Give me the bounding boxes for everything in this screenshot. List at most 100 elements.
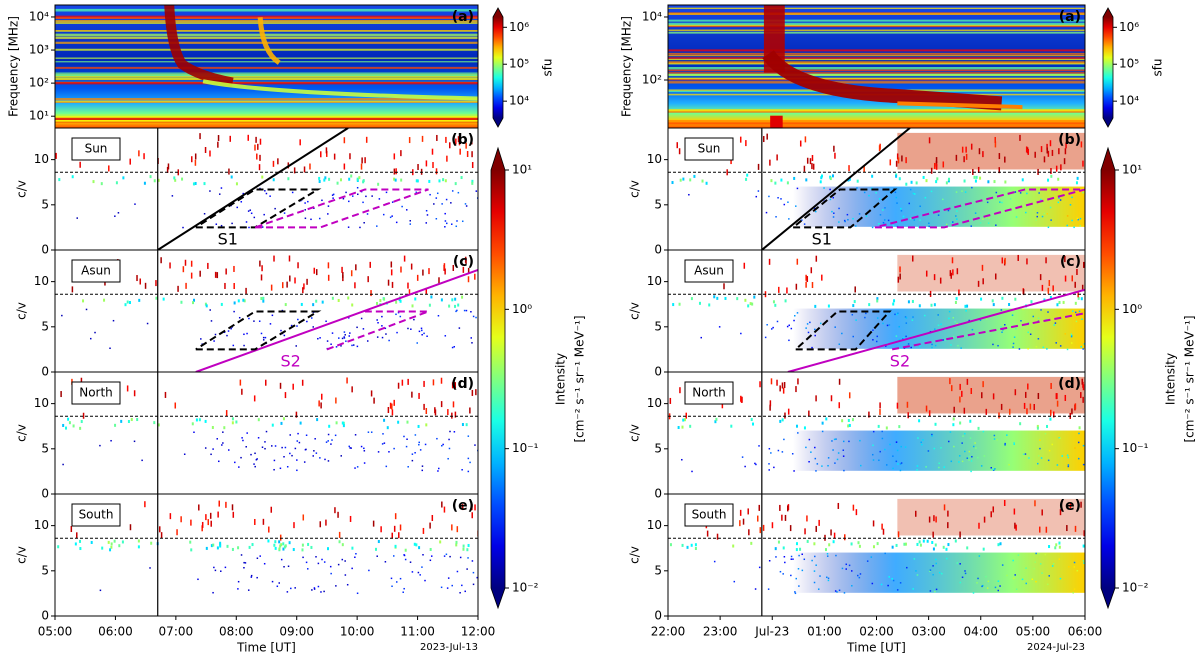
speckle bbox=[995, 224, 997, 226]
speckle bbox=[254, 518, 256, 525]
speckle bbox=[341, 558, 344, 561]
speckle bbox=[290, 324, 293, 327]
speckle bbox=[935, 558, 937, 561]
speckle bbox=[824, 548, 827, 552]
speckle bbox=[207, 519, 209, 526]
speckle bbox=[1063, 158, 1066, 165]
speckle bbox=[193, 298, 196, 302]
speckle bbox=[912, 316, 914, 318]
speckle bbox=[471, 162, 474, 169]
speckle bbox=[429, 559, 432, 562]
speckle bbox=[225, 268, 227, 275]
speckle bbox=[471, 560, 474, 562]
speckle bbox=[770, 328, 773, 330]
speckle bbox=[307, 200, 309, 203]
speckle bbox=[250, 574, 253, 577]
speckle bbox=[213, 566, 215, 569]
speckle bbox=[965, 146, 967, 153]
speckle bbox=[1081, 284, 1084, 291]
colorbar-extend-bottom bbox=[1101, 588, 1115, 608]
speckle bbox=[219, 544, 222, 548]
speckle bbox=[1013, 508, 1016, 515]
speckle bbox=[347, 296, 350, 300]
speckle bbox=[282, 542, 285, 546]
speckle bbox=[1048, 545, 1051, 549]
speckle bbox=[474, 504, 476, 511]
speckle bbox=[945, 181, 948, 185]
speckle bbox=[925, 270, 928, 277]
speckle bbox=[815, 210, 817, 213]
speckle bbox=[795, 548, 798, 552]
colorbar-extend-top bbox=[493, 8, 503, 17]
speckle bbox=[843, 469, 845, 472]
speckle bbox=[1058, 197, 1060, 199]
speckle bbox=[166, 166, 169, 173]
speckle bbox=[231, 547, 234, 551]
speckle bbox=[194, 153, 197, 160]
speckle bbox=[262, 518, 265, 525]
speckle bbox=[251, 543, 254, 547]
speckle bbox=[905, 322, 908, 324]
speckle bbox=[444, 220, 447, 222]
speckle bbox=[948, 177, 951, 181]
speckle bbox=[748, 529, 750, 536]
speckle bbox=[383, 442, 386, 444]
speckle bbox=[376, 301, 379, 305]
speckle bbox=[319, 337, 321, 339]
speckle bbox=[107, 540, 110, 544]
speckle bbox=[992, 343, 994, 346]
speckle bbox=[985, 216, 987, 219]
speckle bbox=[104, 279, 106, 286]
speckle bbox=[884, 448, 886, 451]
speckle bbox=[312, 303, 315, 307]
speckle bbox=[249, 209, 252, 211]
speckle bbox=[907, 300, 910, 304]
speckle bbox=[1037, 392, 1040, 399]
speckle bbox=[872, 339, 874, 341]
speckle bbox=[1065, 142, 1067, 149]
speckle bbox=[441, 203, 443, 205]
colorbar bbox=[491, 170, 505, 588]
speckle bbox=[1050, 168, 1052, 175]
speckle bbox=[433, 203, 435, 205]
speckle bbox=[358, 176, 361, 180]
speckle bbox=[844, 534, 846, 541]
speckle bbox=[403, 255, 406, 262]
speckle bbox=[1045, 257, 1047, 264]
speckle bbox=[733, 580, 736, 583]
speckle bbox=[982, 381, 984, 388]
speckle bbox=[342, 271, 344, 278]
speckle bbox=[183, 453, 186, 455]
speckle bbox=[996, 439, 998, 441]
speckle bbox=[959, 421, 962, 425]
speckle bbox=[931, 540, 934, 544]
speckle bbox=[887, 584, 889, 587]
speckle bbox=[287, 565, 290, 568]
speckle bbox=[442, 178, 445, 182]
speckle bbox=[1071, 196, 1073, 199]
speckle bbox=[274, 546, 277, 550]
speckle bbox=[101, 546, 104, 550]
speckle bbox=[282, 547, 285, 551]
speckle bbox=[418, 392, 420, 399]
speckle bbox=[834, 462, 836, 464]
speckle bbox=[881, 430, 883, 433]
speckle bbox=[423, 380, 425, 387]
speckle bbox=[879, 214, 882, 216]
speckle bbox=[262, 296, 265, 300]
speckle bbox=[846, 213, 849, 216]
speckle bbox=[1058, 148, 1060, 155]
speckle bbox=[429, 547, 432, 551]
radio-burst-foot bbox=[770, 115, 783, 128]
speckle bbox=[852, 335, 854, 338]
speckle bbox=[952, 335, 955, 338]
speckle bbox=[966, 546, 969, 550]
speckle bbox=[472, 315, 475, 318]
speckle bbox=[1075, 320, 1078, 323]
speckle bbox=[305, 434, 308, 436]
speckle bbox=[411, 571, 414, 573]
speckle bbox=[758, 566, 761, 569]
speckle bbox=[218, 500, 220, 507]
speckle bbox=[834, 590, 837, 592]
speckle bbox=[454, 304, 457, 308]
